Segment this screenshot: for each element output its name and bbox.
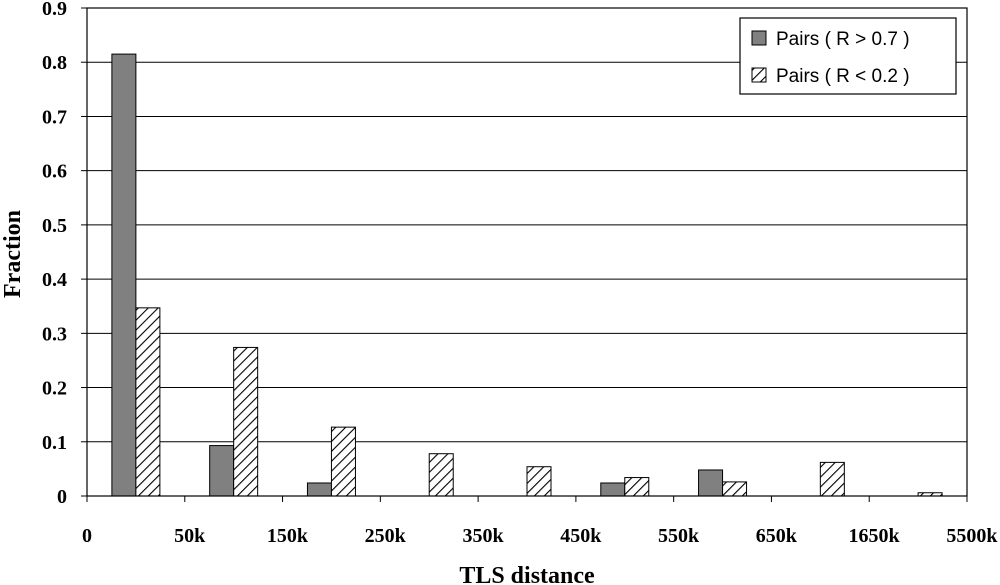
legend-label-series-2: Pairs ( R < 0.2 )	[776, 66, 910, 87]
legend-swatch-series-1	[751, 30, 767, 46]
y-tick-label: 0.9	[42, 0, 67, 20]
x-tick-label: 250k	[365, 525, 407, 547]
x-tick-label: 350k	[462, 525, 504, 547]
x-tick-label: 650k	[756, 525, 798, 547]
y-tick-label: 0.1	[42, 432, 67, 454]
x-axis-ticks: 0 50k 150k 250k 350k 450k 550k 650k 1650k 5500k	[82, 496, 998, 547]
bar-series-2-550k-650k	[722, 481, 748, 497]
legend: Pairs ( R > 0.7 ) Pairs ( R < 0.2 )	[739, 17, 957, 95]
x-tick-label: 150k	[267, 525, 309, 547]
y-tick-label: 0.6	[42, 161, 67, 183]
y-tick-label: 0.4	[42, 269, 67, 291]
plot-area-border	[86, 7, 968, 497]
bar-series-1-550k-650k	[698, 469, 724, 497]
bar-series-2-150k-250k	[330, 426, 356, 497]
x-axis-title: TLS distance	[459, 563, 595, 585]
y-tick-label: 0	[57, 486, 67, 508]
bar-series-1-450k-550k	[600, 482, 626, 497]
y-axis-ticks: 0 0.1 0.2 0.3 0.4 0.5 0.6 0.7 0.8 0.9	[42, 0, 87, 508]
y-tick-label: 0.2	[42, 378, 67, 400]
bar-series-2-450k-550k	[624, 477, 650, 497]
legend-label-series-1: Pairs ( R > 0.7 )	[776, 29, 910, 50]
bar-series-2-350k-450k	[526, 466, 552, 497]
y-tick-label: 0.8	[42, 52, 67, 74]
y-axis-title: Fraction	[0, 210, 26, 298]
y-tick-label: 0.3	[42, 323, 67, 345]
bar-series-1-50k-150k	[209, 445, 235, 497]
bars	[111, 53, 943, 497]
bar-series-2-50k-150k	[233, 346, 259, 497]
x-tick-label: 1650k	[849, 525, 901, 547]
x-tick-label: 550k	[658, 525, 700, 547]
bar-series-2-0-50k	[135, 307, 161, 497]
bar-series-2-650k-1650k	[819, 461, 845, 497]
x-tick-label: 0	[82, 525, 92, 547]
bar-series-2-250k-350k	[428, 453, 454, 497]
legend-swatch-series-2	[751, 67, 767, 83]
x-tick-label: 450k	[560, 525, 602, 547]
bar-series-1-150k-250k	[306, 482, 332, 497]
x-tick-label: 50k	[174, 525, 206, 547]
legend-box	[739, 17, 957, 95]
bar-series-1-0-50k	[111, 53, 137, 497]
y-tick-label: 0.5	[42, 215, 67, 237]
y-tick-label: 0.7	[42, 106, 67, 128]
x-tick-label: 5500k	[946, 525, 998, 547]
